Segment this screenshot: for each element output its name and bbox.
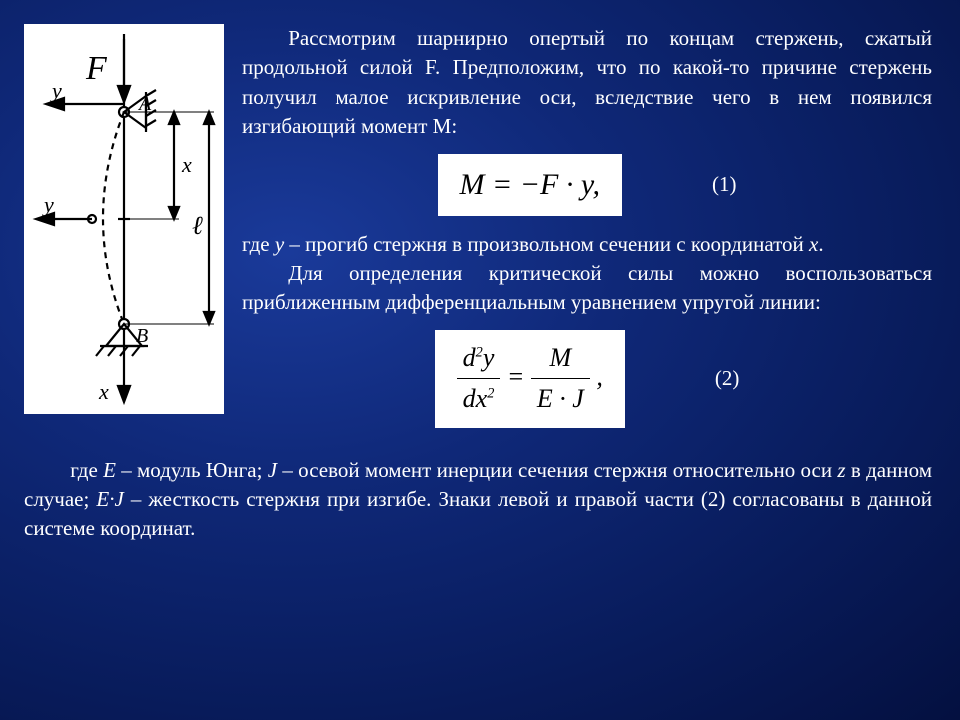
p4a: где: [70, 458, 103, 482]
eq2-mid: =: [507, 362, 531, 391]
p4E: E: [103, 458, 116, 482]
paragraph-4: где E – модуль Юнга; J – осевой момент и…: [24, 456, 932, 544]
p2a: где: [242, 232, 275, 256]
eq1-text: M = −F · y,: [460, 168, 600, 201]
eq1-number: (1): [712, 170, 737, 199]
right-column: Рассмотрим шарнирно опертый по концам ст…: [242, 24, 932, 442]
p2x: x: [809, 232, 818, 256]
paragraph-3: Для определения критической силы можно в…: [242, 259, 932, 318]
svg-text:y: y: [50, 78, 62, 103]
svg-text:y: y: [42, 192, 54, 217]
p4J: J: [268, 458, 277, 482]
equation-1-row: M = −F · y, (1): [242, 154, 932, 216]
svg-text:B: B: [136, 325, 148, 347]
p2c: .: [818, 232, 823, 256]
equation-2: d2y dx2 = M E · J ,: [435, 330, 625, 428]
equation-1: M = −F · y,: [438, 154, 622, 216]
eq2-frac1: d2y dx2: [457, 340, 501, 418]
svg-text:x: x: [181, 152, 192, 177]
eq2-num2: M: [531, 340, 590, 379]
svg-text:F: F: [85, 50, 108, 87]
eq2-frac2: M E · J: [531, 340, 590, 418]
paragraph-2: где y – прогиб стержня в произвольном се…: [242, 230, 932, 259]
top-row: F y A: [24, 24, 932, 442]
diagram-svg: F y A: [24, 24, 224, 414]
p4e: – жесткость стержня при изгибе. Знаки ле…: [24, 487, 932, 540]
eq2-den2: E · J: [531, 379, 590, 417]
svg-text:x: x: [98, 379, 109, 404]
column-buckling-diagram: F y A: [24, 24, 224, 414]
slide: F y A: [0, 0, 960, 720]
p2b: – прогиб стержня в произвольном сечении …: [284, 232, 809, 256]
p4c: – осевой момент инерции сечения стержня …: [277, 458, 837, 482]
p4EJ: E·J: [96, 487, 123, 511]
paragraph-1: Рассмотрим шарнирно опертый по концам ст…: [242, 24, 932, 142]
eq2-number: (2): [715, 364, 740, 393]
eq2-tail: ,: [596, 362, 603, 391]
p2y: y: [275, 232, 284, 256]
p4b: – модуль Юнга;: [116, 458, 268, 482]
p4z: z: [837, 458, 845, 482]
svg-text:ℓ: ℓ: [192, 211, 203, 240]
equation-2-row: d2y dx2 = M E · J , (2): [242, 330, 932, 428]
